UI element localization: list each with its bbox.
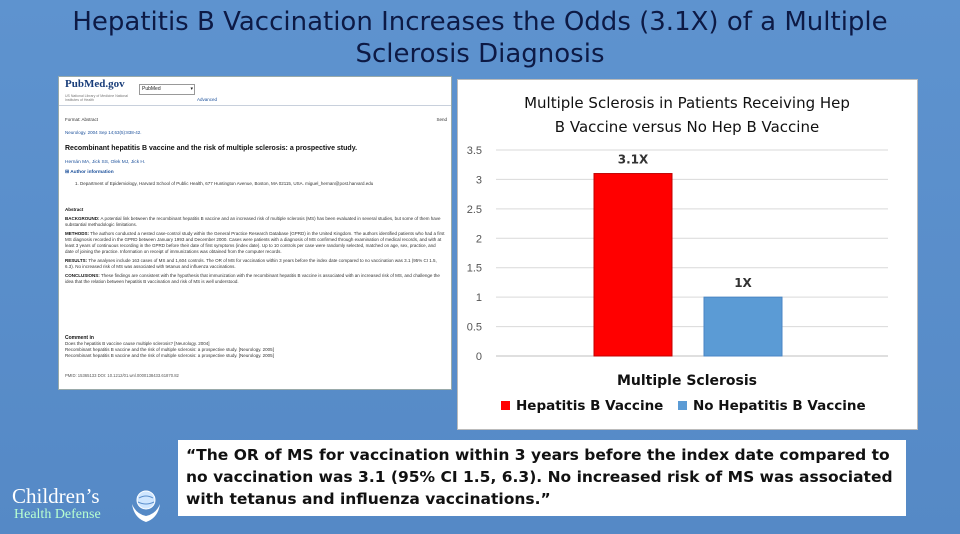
pubmed-header: PubMed.gov US National Library of Medici… [59, 77, 451, 106]
legend-label: No Hepatitis B Vaccine [693, 398, 866, 414]
pubmed-screenshot: PubMed.gov US National Library of Medici… [58, 76, 452, 390]
results-label: RESULTS: [65, 258, 88, 263]
database-select[interactable]: PubMed ▾ [139, 84, 195, 95]
comment-link[interactable]: Recombinant hepatitis B vaccine and the … [65, 353, 274, 358]
abstract: Abstract BACKGROUND: A potential link be… [65, 207, 445, 288]
chart-panel: Multiple Sclerosis in Patients Receiving… [457, 79, 918, 430]
comment-link[interactable]: Does the hepatitis B vaccine cause multi… [65, 341, 210, 346]
slide-title: Hepatitis B Vaccination Increases the Od… [72, 7, 888, 69]
data-label: 3.1X [618, 153, 649, 167]
y-tick-label: 2 [476, 233, 482, 245]
background-text: A potential link between the recombinant… [65, 216, 441, 227]
bar-chart: Multiple Sclerosis in Patients Receiving… [467, 94, 888, 414]
data-label: 1X [734, 276, 752, 290]
pubmed-logo: PubMed.gov [65, 78, 125, 90]
quote-text: “The OR of MS for vaccination within 3 y… [186, 446, 893, 508]
pubmed-logo-subtitle: US National Library of Medicine National… [65, 94, 129, 102]
y-tick-label: 2.5 [467, 204, 482, 216]
y-tick-label: 1 [476, 292, 482, 304]
childrens-health-defense-logo: Children’s Health Defense [12, 484, 162, 528]
chevron-down-icon: ▾ [190, 86, 193, 92]
comment-link[interactable]: Recombinant hepatitis B vaccine and the … [65, 347, 274, 352]
pmid-doi-line: PMID: 15365133 DOI: 10.1212/01.wnl.00001… [65, 373, 179, 378]
send-link[interactable]: Send [436, 117, 447, 122]
legend-swatch [678, 401, 687, 410]
logo-subtitle: Health Defense [14, 507, 101, 522]
bar [593, 173, 673, 357]
journal-citation[interactable]: Neurology. 2004 Sep 14;63(5):838-42. [65, 130, 142, 135]
abstract-conclusions: CONCLUSIONS: These findings are consiste… [65, 273, 445, 285]
y-tick-label: 0 [476, 351, 482, 363]
y-tick-label: 1.5 [467, 263, 482, 275]
abstract-results: RESULTS: The analyses include 163 cases … [65, 258, 445, 270]
format-selector[interactable]: Format: Abstract [65, 117, 99, 122]
hands-globe-icon [132, 490, 160, 522]
quote-box: “The OR of MS for vaccination within 3 y… [178, 440, 906, 516]
chart-title: Multiple Sclerosis in Patients Receiving… [524, 94, 850, 136]
x-axis-label: Multiple Sclerosis [617, 373, 757, 389]
author-list[interactable]: Hernán MA, Jick SS, Olek MJ, Jick H. [65, 160, 146, 165]
y-tick-label: 3 [476, 174, 482, 186]
author-information-label: Author information [70, 170, 114, 175]
background-label: BACKGROUND: [65, 216, 100, 221]
y-tick-label: 0.5 [467, 322, 482, 334]
methods-label: METHODS: [65, 231, 89, 236]
legend-swatch [501, 401, 510, 410]
legend-label: Hepatitis B Vaccine [516, 398, 663, 414]
abstract-methods: METHODS: The authors conducted a nested … [65, 231, 445, 255]
conclusions-label: CONCLUSIONS: [65, 273, 100, 278]
logo-name: Children’s [12, 484, 100, 508]
conclusions-text: These findings are consistent with the h… [65, 273, 440, 284]
comment-heading: Comment in [65, 335, 94, 341]
author-affiliation: 1. Department of Epidemiology, Harvard S… [75, 181, 374, 186]
author-information-toggle[interactable]: ⊞ Author information [65, 170, 114, 175]
results-text: The analyses include 163 cases of MS and… [65, 258, 437, 269]
bar [703, 296, 783, 357]
y-tick-label: 3.5 [467, 145, 482, 157]
database-select-value: PubMed [142, 86, 161, 92]
advanced-search-link[interactable]: Advanced [197, 97, 218, 102]
comment-section: Comment in Does the hepatitis B vaccine … [65, 335, 445, 359]
article-title: Recombinant hepatitis B vaccine and the … [65, 145, 358, 152]
methods-text: The authors conducted a nested case-cont… [65, 231, 445, 254]
abstract-heading: Abstract [65, 207, 84, 212]
abstract-background: BACKGROUND: A potential link between the… [65, 216, 445, 228]
